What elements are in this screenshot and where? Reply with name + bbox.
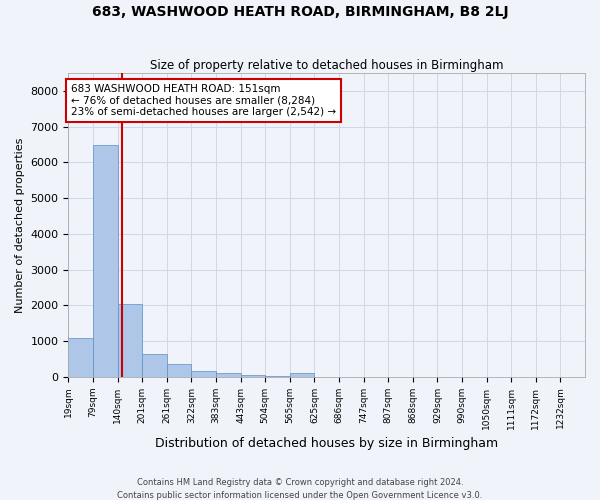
Bar [216,372,241,377]
Bar [167,364,191,377]
Bar [68,338,93,377]
Bar [118,304,142,377]
Bar [191,372,216,377]
Y-axis label: Number of detached properties: Number of detached properties [15,138,25,312]
Bar [93,144,118,377]
Title: Size of property relative to detached houses in Birmingham: Size of property relative to detached ho… [150,59,503,72]
Text: Contains HM Land Registry data © Crown copyright and database right 2024.
Contai: Contains HM Land Registry data © Crown c… [118,478,482,500]
Bar [241,374,265,377]
Bar [290,373,314,377]
Text: 683, WASHWOOD HEATH ROAD, BIRMINGHAM, B8 2LJ: 683, WASHWOOD HEATH ROAD, BIRMINGHAM, B8… [92,5,508,19]
X-axis label: Distribution of detached houses by size in Birmingham: Distribution of detached houses by size … [155,437,498,450]
Bar [265,376,290,377]
Bar [142,354,167,377]
Text: 683 WASHWOOD HEATH ROAD: 151sqm
← 76% of detached houses are smaller (8,284)
23%: 683 WASHWOOD HEATH ROAD: 151sqm ← 76% of… [71,84,336,117]
